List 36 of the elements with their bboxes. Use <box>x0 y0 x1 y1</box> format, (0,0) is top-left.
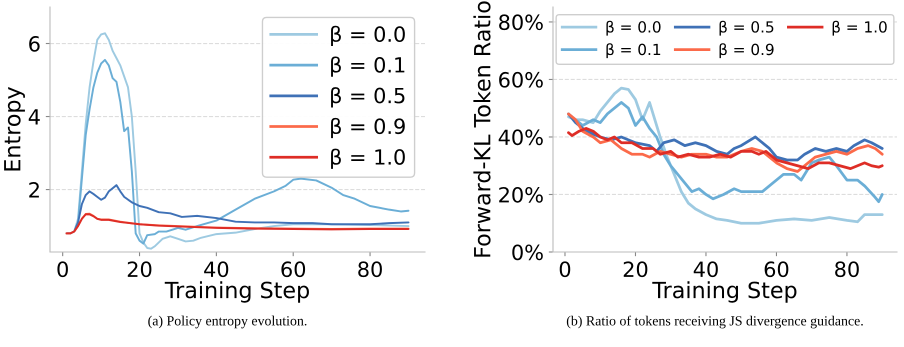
legend-label: β = 0.1 <box>606 43 660 58</box>
y-tick-label: 60% <box>499 72 543 88</box>
x-tick-label: 20 <box>624 261 648 278</box>
legend-label: β = 1.0 <box>832 20 887 36</box>
x-tick-label: 60 <box>281 261 306 278</box>
text: (a) Policy entropy evolution. <box>148 316 306 328</box>
legend-label: β = 0.5 <box>331 87 404 108</box>
legend-label: β = 1.0 <box>331 148 405 169</box>
x-tick-label: 60 <box>764 261 788 278</box>
x-tick-label: 80 <box>358 261 382 278</box>
legend-label: β = 0.0 <box>606 20 661 36</box>
legend-label: β = 0.9 <box>720 43 774 58</box>
x-tick-label: 20 <box>128 261 152 278</box>
x-axis-title: Training Step <box>652 281 796 303</box>
y-tick-label: 6 <box>29 36 40 52</box>
y-tick-label: 20% <box>499 186 543 203</box>
legend-label: β = 0.0 <box>331 26 405 46</box>
legend-label: β = 0.1 <box>331 56 404 77</box>
x-tick-label: 40 <box>694 261 718 278</box>
y-tick-label: 4 <box>28 109 40 124</box>
text: (b) Ratio of tokens receiving JS divergence guidance. <box>566 316 863 328</box>
legend-label: β = 0.9 <box>331 118 405 138</box>
y-axis-title: Entropy <box>4 87 25 170</box>
x-tick-label: 0 <box>57 261 68 278</box>
x-tick-label: 80 <box>835 261 859 278</box>
y-tick-label: 2 <box>29 182 39 198</box>
y-tick-label: 40% <box>498 129 543 146</box>
y-axis-title: Forward-KL Token Ratio <box>473 1 491 257</box>
line-series <box>567 86 884 225</box>
y-tick-label: 80% <box>499 14 543 30</box>
y-tick-label: 0% <box>512 244 543 260</box>
legend-label: β = 0.5 <box>720 20 774 36</box>
x-tick-label: 0 <box>560 261 570 278</box>
x-axis-title: Training Step <box>164 281 309 303</box>
x-tick-label: 40 <box>204 261 228 278</box>
line-series <box>567 126 884 170</box>
